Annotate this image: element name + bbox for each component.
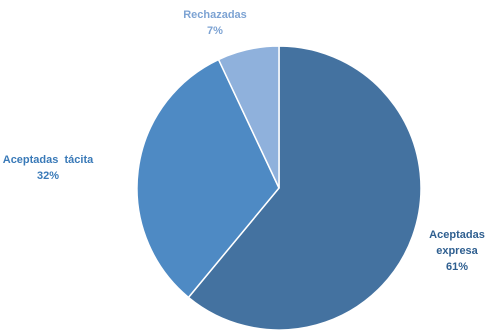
- slice-name-label: Aceptadas: [429, 229, 485, 241]
- slice-label-rechazadas: Rechazadas 7%: [183, 9, 247, 37]
- slice-name-label: expresa: [436, 245, 478, 257]
- slice-label-aceptadas-t-cita: Aceptadas tácita 32%: [3, 154, 94, 182]
- slice-value-label: 7%: [207, 25, 223, 37]
- slice-name-label: Rechazadas: [183, 9, 247, 21]
- pie-slice-aceptadas-expresa: [187, 45, 422, 331]
- pie-slice-aceptadas-t-cita: [136, 58, 280, 299]
- pie-slices: [136, 45, 422, 331]
- slice-value-label: 61%: [446, 261, 468, 273]
- pie-slice-rechazadas: [217, 45, 280, 189]
- slice-label-aceptadas-expresa: Aceptadas expresa 61%: [429, 229, 485, 273]
- slice-name-label: Aceptadas tácita: [3, 154, 94, 166]
- pie-labels: Aceptadas expresa 61% Aceptadas tácita 32% Re…: [3, 9, 485, 273]
- slice-value-label: 32%: [37, 170, 59, 182]
